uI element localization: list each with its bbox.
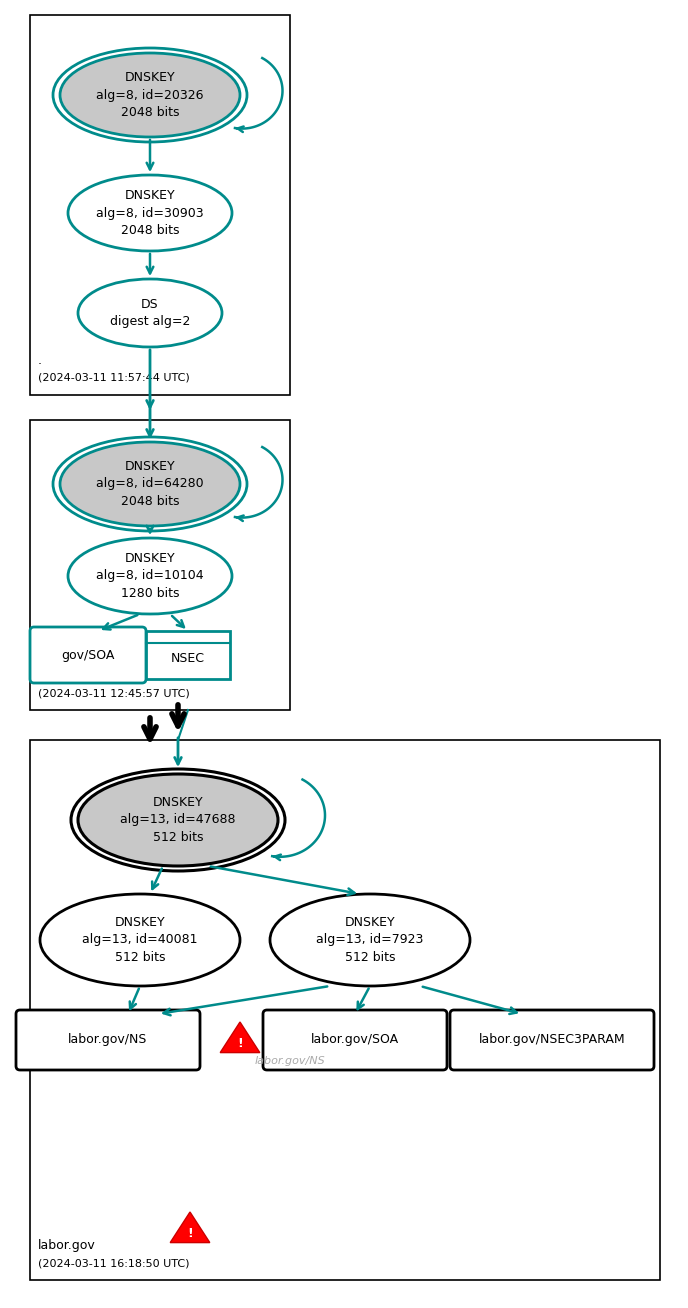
Bar	[30, 14, 290, 395]
Ellipse shape	[78, 774, 278, 866]
Ellipse shape	[270, 893, 470, 986]
Text: (2024-03-11 12:45:57 UTC): (2024-03-11 12:45:57 UTC)	[38, 688, 190, 698]
Text: DS
digest alg=2: DS digest alg=2	[110, 298, 190, 328]
FancyBboxPatch shape	[30, 627, 146, 683]
Text: DNSKEY
alg=13, id=7923
512 bits: DNSKEY alg=13, id=7923 512 bits	[316, 916, 424, 964]
Text: labor.gov/NS: labor.gov/NS	[68, 1033, 148, 1046]
Ellipse shape	[60, 54, 240, 137]
Text: .: .	[38, 354, 42, 368]
Text: NSEC: NSEC	[171, 653, 205, 666]
Text: !: !	[237, 1037, 243, 1050]
Bar	[30, 420, 290, 710]
Text: DNSKEY
alg=8, id=64280
2048 bits: DNSKEY alg=8, id=64280 2048 bits	[96, 460, 204, 508]
Ellipse shape	[60, 442, 240, 526]
Ellipse shape	[40, 893, 240, 986]
FancyBboxPatch shape	[450, 1010, 654, 1070]
Text: DNSKEY
alg=13, id=40081
512 bits: DNSKEY alg=13, id=40081 512 bits	[83, 916, 197, 964]
FancyBboxPatch shape	[263, 1010, 447, 1070]
Text: DNSKEY
alg=8, id=20326
2048 bits: DNSKEY alg=8, id=20326 2048 bits	[96, 71, 204, 119]
Text: (2024-03-11 11:57:44 UTC): (2024-03-11 11:57:44 UTC)	[38, 373, 190, 383]
Text: DNSKEY
alg=13, id=47688
512 bits: DNSKEY alg=13, id=47688 512 bits	[120, 797, 236, 844]
Bar	[30, 740, 660, 1281]
Text: !: !	[187, 1227, 193, 1240]
Text: labor.gov/NS: labor.gov/NS	[255, 1056, 325, 1066]
Polygon shape	[220, 1022, 260, 1053]
Bar	[146, 630, 230, 679]
Text: labor.gov/NSEC3PARAM: labor.gov/NSEC3PARAM	[479, 1033, 625, 1046]
Text: DNSKEY
alg=8, id=30903
2048 bits: DNSKEY alg=8, id=30903 2048 bits	[96, 188, 204, 237]
Text: DNSKEY
alg=8, id=10104
1280 bits: DNSKEY alg=8, id=10104 1280 bits	[96, 552, 204, 600]
FancyBboxPatch shape	[16, 1010, 200, 1070]
Ellipse shape	[68, 538, 232, 613]
Text: gov/SOA: gov/SOA	[61, 649, 115, 662]
Text: gov: gov	[38, 668, 61, 681]
Ellipse shape	[78, 279, 222, 347]
Text: (2024-03-11 16:18:50 UTC): (2024-03-11 16:18:50 UTC)	[38, 1258, 189, 1267]
Text: labor.gov/SOA: labor.gov/SOA	[311, 1033, 399, 1046]
Ellipse shape	[68, 175, 232, 251]
Polygon shape	[170, 1213, 210, 1243]
Text: labor.gov: labor.gov	[38, 1239, 96, 1252]
